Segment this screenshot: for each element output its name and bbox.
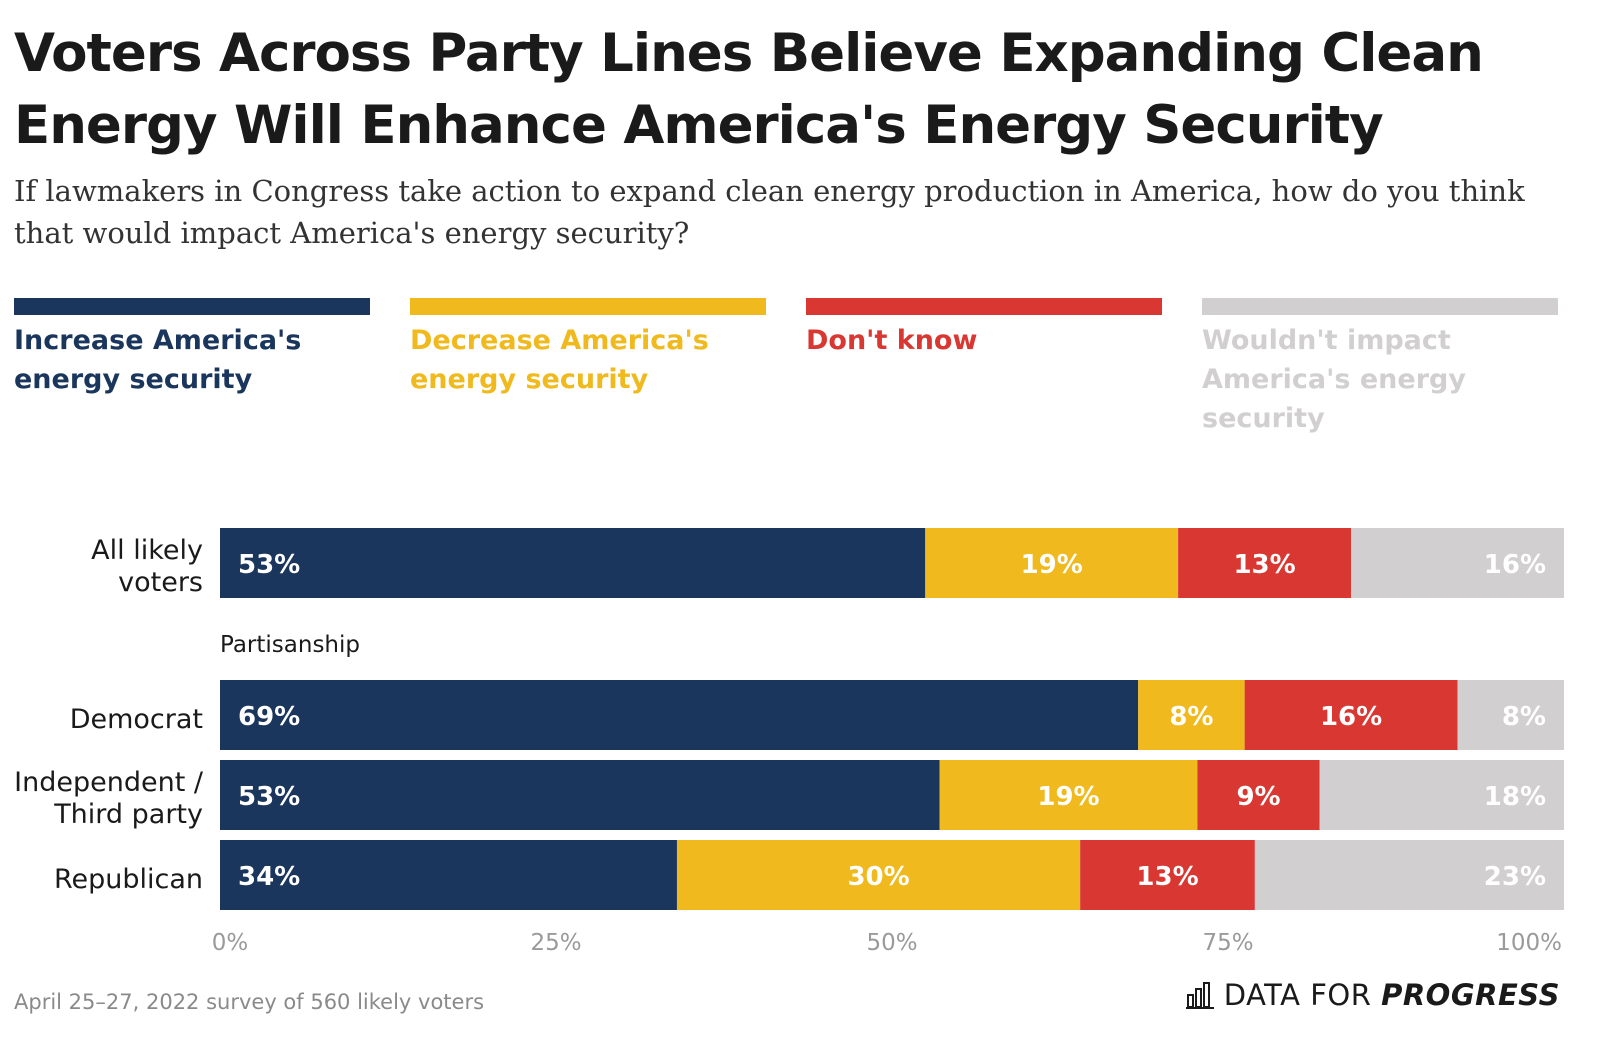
- legend-item-no-impact: Wouldn't impact America's energy securit…: [1202, 298, 1558, 438]
- label-independent-no-impact: 18%: [1484, 782, 1546, 812]
- legend-label-increase: Increase America's energy security: [14, 325, 302, 395]
- bar-independent-no-impact: [1319, 760, 1564, 830]
- bar-republican-dont-know: [1080, 840, 1255, 910]
- label-democrat-dont-know: 16%: [1320, 702, 1382, 732]
- bar-democrat-increase: [220, 680, 1139, 750]
- label-all-likely-voters-no-impact: 16%: [1484, 550, 1546, 580]
- bar-independent-decrease: [939, 760, 1198, 830]
- label-independent-increase: 53%: [238, 782, 300, 812]
- legend-swatch-increase: [14, 298, 370, 315]
- stacked-bar-chart: 53% 19% 13% 16% 69% 8% 16% 8% 53% 19% 9% 18% 34% 30% 1…: [212, 528, 1564, 956]
- row-label-independent: Independent / Third party: [14, 767, 203, 830]
- bar-chart-icon: [1185, 982, 1214, 1009]
- label-all-likely-voters-decrease: 19%: [1021, 550, 1083, 580]
- label-all-likely-voters-dont-know: 13%: [1233, 550, 1295, 580]
- label-democrat-decrease: 8%: [1169, 702, 1213, 732]
- legend-item-dont-know: Don't know: [806, 298, 1162, 360]
- legend-label-decrease: Decrease America's energy security: [410, 325, 709, 395]
- row-label-all-likely-voters: All likely voters: [91, 535, 203, 598]
- bar-republican-decrease: [676, 840, 1081, 910]
- chart-title: Voters Across Party Lines Believe Expand…: [14, 23, 1484, 156]
- bar-independent-increase: [220, 760, 940, 830]
- bar-all-likely-voters-dont-know: [1178, 528, 1352, 598]
- legend-item-increase: Increase America's energy security: [14, 298, 370, 399]
- label-republican-no-impact: 23%: [1484, 862, 1546, 892]
- bar-republican-no-impact: [1254, 840, 1564, 910]
- label-republican-decrease: 30%: [847, 862, 909, 892]
- brand-logo: DATA FOR PROGRESS: [1185, 978, 1560, 1012]
- label-democrat-no-impact: 8%: [1502, 702, 1546, 732]
- legend-item-decrease: Decrease America's energy security: [410, 298, 766, 399]
- legend-label-dont-know: Don't know: [806, 325, 978, 356]
- label-democrat-increase: 69%: [238, 702, 300, 732]
- legend-label-no-impact: Wouldn't impact America's energy securit…: [1202, 325, 1466, 434]
- survey-note: April 25–27, 2022 survey of 560 likely v…: [14, 990, 485, 1014]
- bar-all-likely-voters-no-impact: [1351, 528, 1564, 598]
- bar-independent-dont-know: [1197, 760, 1320, 830]
- brand-strong: PROGRESS: [1381, 978, 1560, 1012]
- legend-swatch-no-impact: [1202, 298, 1558, 315]
- brand-prefix: DATA FOR: [1223, 978, 1382, 1012]
- row-label-democrat: Democrat: [69, 704, 203, 735]
- label-independent-decrease: 19%: [1037, 782, 1099, 812]
- bar-democrat-decrease: [1138, 680, 1245, 750]
- bar-all-likely-voters-decrease: [925, 528, 1179, 598]
- x-tick-label: 75%: [1202, 930, 1253, 956]
- x-tick-label: 50%: [866, 930, 917, 956]
- label-all-likely-voters-increase: 53%: [238, 550, 300, 580]
- x-tick-label: 0%: [212, 930, 249, 956]
- bar-democrat-no-impact: [1457, 680, 1564, 750]
- chart-subtitle: If lawmakers in Congress take action to …: [14, 174, 1525, 250]
- label-republican-increase: 34%: [238, 862, 300, 892]
- x-tick-label: 100%: [1496, 930, 1562, 956]
- legend-swatch-decrease: [410, 298, 766, 315]
- row-label-republican: Republican: [53, 864, 203, 895]
- label-independent-dont-know: 9%: [1236, 782, 1280, 812]
- label-republican-dont-know: 13%: [1136, 862, 1198, 892]
- legend-swatch-dont-know: [806, 298, 1162, 315]
- bar-republican-increase: [220, 840, 677, 910]
- x-tick-label: 25%: [530, 930, 581, 956]
- group-label-partisanship: Partisanship: [220, 632, 360, 658]
- bar-democrat-dont-know: [1244, 680, 1458, 750]
- bar-all-likely-voters-increase: [220, 528, 926, 598]
